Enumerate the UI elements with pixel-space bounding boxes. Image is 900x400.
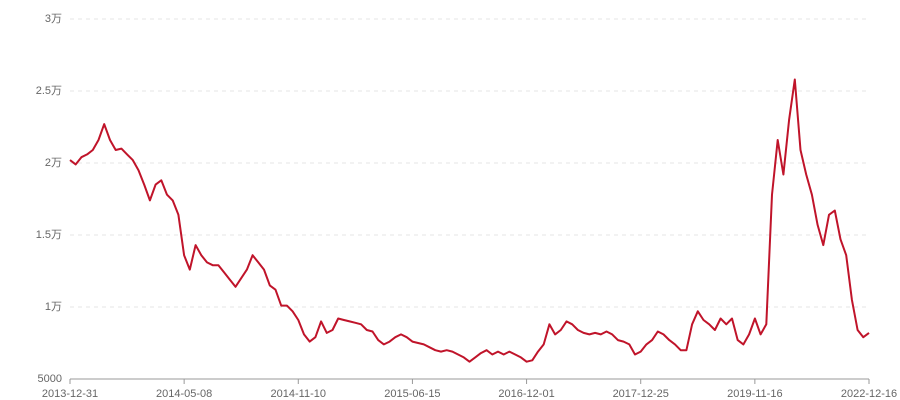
y-tick-label: 3万 <box>45 13 62 25</box>
y-tick-label: 2万 <box>45 157 62 169</box>
x-tick-label: 2013-12-31 <box>42 388 98 400</box>
x-tick-label: 2014-11-10 <box>271 388 326 400</box>
x-tick-label: 2016-12-01 <box>498 388 554 400</box>
line-series <box>69 78 870 363</box>
x-tick-label: 2022-12-16 <box>841 388 897 400</box>
y-tick-label: 1.5万 <box>36 229 62 241</box>
x-tick-label: 2014-05-08 <box>156 388 212 400</box>
x-tick-label: 2019-11-16 <box>727 388 782 400</box>
x-tick-label: 2017-12-25 <box>613 388 669 400</box>
y-tick-label: 5000 <box>38 373 62 385</box>
y-tick-label: 2.5万 <box>36 85 62 97</box>
x-tick-label: 2015-06-15 <box>384 388 440 400</box>
y-tick-label: 1万 <box>45 301 62 313</box>
